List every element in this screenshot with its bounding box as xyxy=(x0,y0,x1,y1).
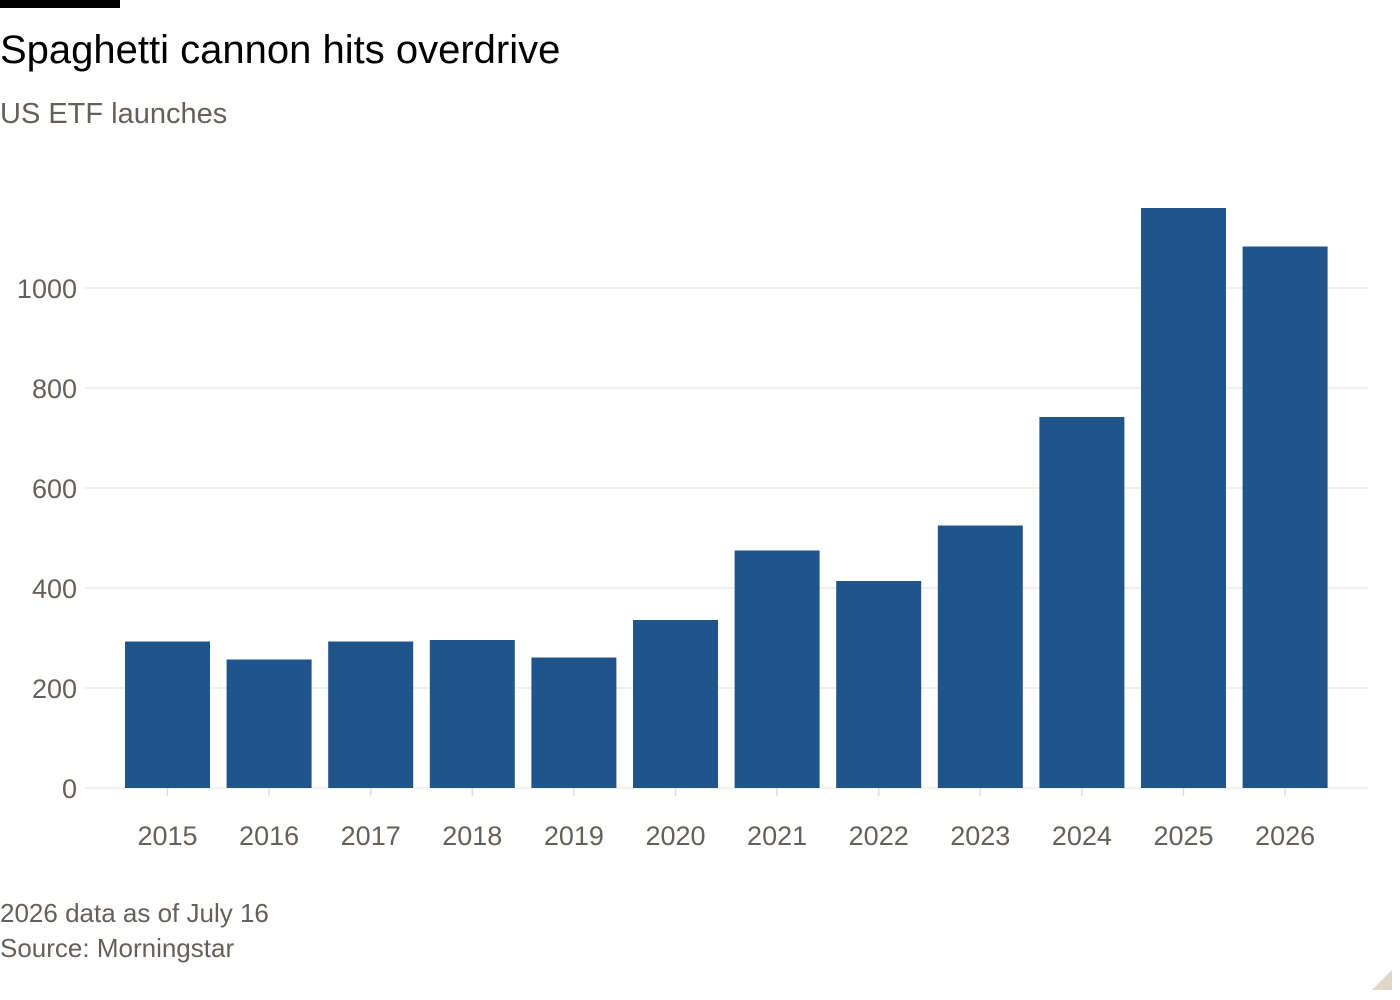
x-tick-label: 2025 xyxy=(1153,821,1213,851)
x-tick-label: 2024 xyxy=(1052,821,1112,851)
x-tick-label: 2018 xyxy=(442,821,502,851)
x-tick-label: 2023 xyxy=(950,821,1010,851)
x-tick-label: 2021 xyxy=(747,821,807,851)
bar-2017 xyxy=(328,642,413,789)
chart-source: Source: Morningstar xyxy=(0,932,234,964)
x-tick-label: 2019 xyxy=(544,821,604,851)
x-axis-ticks: 2015 2016 2017 2018 2019 2020 2021 2022 2023 2024… xyxy=(137,788,1315,851)
bar-2016 xyxy=(227,660,312,789)
x-tick-label: 2015 xyxy=(137,821,197,851)
chart-note: 2026 data as of July 16 xyxy=(0,897,269,929)
y-axis-ticks: 0 200 400 600 800 1000 xyxy=(17,274,77,804)
corner-mark xyxy=(1372,970,1392,990)
bar-2022 xyxy=(836,581,921,788)
y-tick-label: 1000 xyxy=(17,274,77,304)
x-tick-label: 2022 xyxy=(849,821,909,851)
x-tick-label: 2026 xyxy=(1255,821,1315,851)
y-tick-label: 200 xyxy=(32,674,77,704)
y-tick-label: 400 xyxy=(32,574,77,604)
bar-2025 xyxy=(1141,208,1226,788)
bar-2015 xyxy=(125,642,210,789)
x-tick-label: 2016 xyxy=(239,821,299,851)
x-tick-label: 2017 xyxy=(341,821,401,851)
bar-2021 xyxy=(735,551,820,789)
y-tick-label: 600 xyxy=(32,474,77,504)
bar-2026 xyxy=(1243,247,1328,789)
bar-2023 xyxy=(938,526,1023,789)
bar-2018 xyxy=(430,640,515,788)
x-tick-label: 2020 xyxy=(645,821,705,851)
bar-2020 xyxy=(633,620,718,788)
y-tick-label: 0 xyxy=(62,774,77,804)
y-tick-label: 800 xyxy=(32,374,77,404)
bar-2024 xyxy=(1039,417,1124,788)
bars xyxy=(125,208,1328,788)
bar-2019 xyxy=(531,658,616,789)
